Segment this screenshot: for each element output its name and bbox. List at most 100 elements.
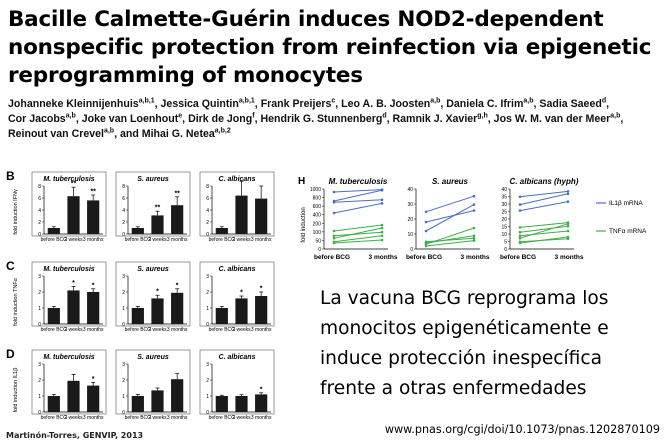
tnfa-point bbox=[332, 241, 336, 245]
significance-star: * bbox=[260, 286, 263, 293]
il1b-line bbox=[519, 201, 569, 212]
y-tick-label: 0 bbox=[122, 232, 125, 238]
y-tick-label: 4 bbox=[206, 208, 209, 214]
il1b-point bbox=[518, 209, 522, 212]
il1b-line bbox=[333, 202, 383, 214]
y-tick-label: 4 bbox=[122, 208, 125, 214]
bar bbox=[235, 195, 248, 234]
y-tick-label: 600 bbox=[313, 204, 322, 210]
bar-chart: M. tuberculosis 0 1 2 3 before BCG * 2 weeks * 3 … bbox=[31, 261, 107, 333]
chart-title: M. tuberculosis bbox=[43, 266, 94, 273]
y-tick-label: 0 bbox=[206, 232, 209, 238]
y-tick-label: 100 bbox=[313, 230, 322, 236]
caption-line: frente a otras enfermedades bbox=[320, 378, 587, 399]
author-separator: , bbox=[335, 98, 342, 110]
y-tick-label: 3 bbox=[122, 362, 125, 368]
doi-link[interactable]: www.pnas.org/cgi/doi/10.1073/pnas.120287… bbox=[384, 423, 660, 436]
y-tick-label: 30 bbox=[501, 202, 507, 208]
author-separator: , bbox=[440, 98, 447, 110]
y-tick-label: 2 bbox=[206, 220, 209, 226]
bar-chart: M. tuberculosis 0 2 4 6 8 before BCG ** 2 weeks *… bbox=[31, 171, 107, 243]
bar bbox=[215, 228, 228, 234]
bar-chart: S. aureus 0 1 2 3 before BCG * 2 weeks * 3 months bbox=[115, 261, 191, 333]
y-axis-label: fold induction IFNγ bbox=[13, 189, 19, 235]
bar bbox=[47, 228, 60, 234]
chart-title: C. albicans bbox=[219, 266, 256, 273]
x-tick-label: 3 months bbox=[251, 237, 272, 243]
x-tick-label: before BCG bbox=[125, 415, 152, 421]
author-affiliation: d bbox=[382, 112, 387, 120]
tnfa-point bbox=[472, 234, 476, 238]
tnfa-line bbox=[425, 240, 475, 247]
y-tick-label: 1 bbox=[38, 394, 41, 400]
x-tick-label: 3 months bbox=[83, 327, 104, 333]
y-tick-label: 2 bbox=[206, 290, 209, 296]
y-tick-label: 3 bbox=[38, 362, 41, 368]
x-tick-label: 3 months bbox=[369, 254, 398, 261]
caption-line: monocitos epigenéticamente e bbox=[320, 318, 609, 339]
author-affiliation: c bbox=[331, 97, 336, 105]
title-line: reprogramming of monocytes bbox=[8, 63, 363, 88]
x-tick-label: 2 weeks bbox=[232, 237, 251, 243]
chart-frame bbox=[31, 171, 107, 237]
title-line: Bacille Calmette-Guérin induces NOD2-dep… bbox=[8, 7, 604, 32]
author-affiliation: f bbox=[252, 112, 255, 120]
author-name: Daniela C. Ifrim bbox=[446, 98, 524, 110]
x-tick-label: 2 weeks bbox=[148, 327, 167, 333]
y-tick-label: 8 bbox=[206, 184, 209, 190]
y-tick-label: 2 bbox=[122, 378, 125, 384]
il1b-point bbox=[566, 192, 570, 196]
il1b-point bbox=[472, 209, 476, 212]
credit-text: Martinón-Torres, GENVIP, 2013 bbox=[6, 431, 144, 440]
author-affiliation: a,b bbox=[65, 112, 76, 120]
significance-star: ** bbox=[174, 190, 180, 197]
il1b-point bbox=[332, 200, 336, 204]
y-tick-label: 8 bbox=[122, 184, 125, 190]
tnfa-point bbox=[472, 236, 476, 240]
y-tick-label: 0 bbox=[38, 232, 41, 238]
il1b-point bbox=[332, 211, 336, 215]
y-tick-label: 0 bbox=[206, 410, 209, 416]
significance-star: * bbox=[92, 376, 95, 383]
author-name: Cor Jacobs bbox=[8, 113, 66, 125]
x-tick-label: 2 weeks bbox=[232, 415, 251, 421]
y-tick-label: 15 bbox=[501, 225, 507, 231]
y-tick-label: 2 bbox=[122, 290, 125, 296]
y-tick-label: 6 bbox=[38, 196, 41, 202]
x-tick-label: 3 months bbox=[167, 237, 188, 243]
tnfa-point bbox=[518, 240, 522, 244]
author-name: Johanneke Kleinnijenhuis bbox=[8, 98, 139, 110]
bar bbox=[255, 394, 268, 412]
bar bbox=[151, 390, 164, 412]
il1b-line bbox=[425, 195, 475, 213]
tnfa-point bbox=[518, 236, 522, 240]
x-tick-label: 3 months bbox=[251, 327, 272, 333]
y-tick-label: 0 bbox=[122, 322, 125, 328]
panel-letter: H bbox=[298, 176, 305, 187]
x-tick-label: before BCG bbox=[125, 237, 152, 243]
author-name: Joke van Loenhout bbox=[81, 113, 179, 125]
x-tick-label: before BCG bbox=[500, 254, 536, 261]
author-separator: , bbox=[487, 113, 494, 125]
bar bbox=[151, 298, 164, 324]
tnfa-point bbox=[424, 244, 428, 248]
tnfa-point bbox=[332, 229, 336, 233]
x-tick-label: 3 months bbox=[461, 254, 490, 261]
legend-label: TNFα mRNA bbox=[609, 228, 647, 235]
author-name: Ramnik J. Xavier bbox=[392, 113, 478, 125]
bar-chart: C. albicans 0 1 2 3 before BCG * 2 weeks * 3 mont… bbox=[199, 261, 275, 333]
y-tick-label: 1 bbox=[206, 306, 209, 312]
tnfa-point bbox=[380, 238, 384, 242]
author-separator: , bbox=[154, 98, 161, 110]
chart-title: C. albicans bbox=[219, 176, 256, 183]
x-tick-label: before BCG bbox=[41, 415, 68, 421]
y-tick-label: 800 bbox=[313, 196, 322, 202]
il1b-point bbox=[518, 203, 522, 206]
y-tick-label: 20 bbox=[501, 217, 507, 223]
chart-frame bbox=[115, 349, 191, 415]
y-axis-label: fold induction bbox=[301, 207, 307, 242]
significance-star: * bbox=[176, 282, 179, 289]
y-tick-label: 10 bbox=[407, 232, 413, 238]
